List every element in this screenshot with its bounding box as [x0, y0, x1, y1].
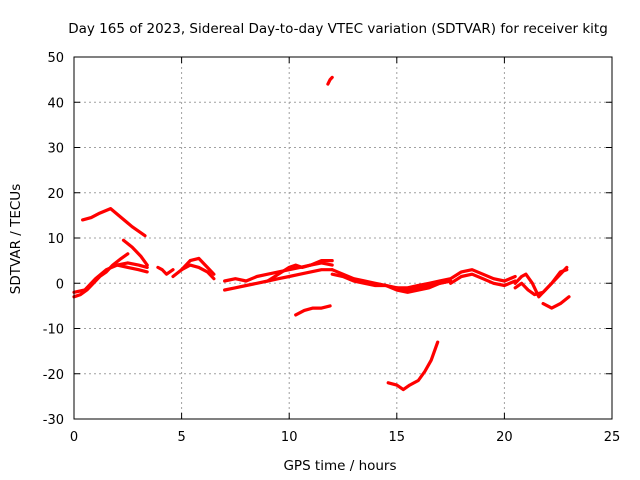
series-arc-7 — [171, 256, 216, 279]
x-tick-label: 25 — [604, 430, 621, 445]
series-arc-19 — [513, 268, 569, 297]
x-tick-label: 20 — [496, 430, 513, 445]
series-arc-12 — [294, 304, 332, 317]
y-tick-label: 40 — [47, 96, 64, 111]
y-tick-label: 10 — [47, 232, 64, 247]
series-arc-1 — [80, 207, 147, 238]
y-tick-label: 50 — [47, 51, 64, 66]
series-arc-13 — [326, 75, 334, 86]
series-arc-5 — [115, 263, 149, 274]
series-arc-15 — [330, 272, 453, 294]
series-arc-6 — [156, 265, 175, 276]
x-tick-label: 10 — [281, 430, 298, 445]
series-arc-8 — [180, 263, 216, 281]
x-tick-label: 15 — [389, 430, 406, 445]
data-traces — [72, 75, 571, 392]
series-arc-21 — [386, 340, 440, 392]
chart-title: Day 165 of 2023, Sidereal Day-to-day VTE… — [68, 21, 608, 37]
y-tick-label: 0 — [56, 277, 64, 292]
series-arc-20 — [541, 295, 571, 310]
y-tick-label: 20 — [47, 187, 64, 202]
y-tick-label: -10 — [43, 323, 64, 338]
x-tick-label: 5 — [177, 430, 185, 445]
x-axis-label: GPS time / hours — [283, 458, 396, 474]
y-axis-label: SDTVAR / TECUs — [8, 184, 24, 294]
series-arc-3 — [72, 261, 149, 294]
y-tick-label: -20 — [43, 368, 64, 383]
axis-ticks: 0 5 10 15 20 25 -30 -20 -10 0 10 20 30 40 50 — [43, 51, 621, 445]
y-tick-label: -30 — [43, 413, 64, 428]
series-arc-17 — [449, 272, 517, 288]
series-arc-10 — [223, 268, 334, 292]
series-arc-4 — [121, 238, 149, 267]
y-tick-label: 30 — [47, 142, 64, 157]
series-arc-11 — [266, 259, 334, 283]
series-arc-16 — [395, 268, 517, 290]
grid-lines — [74, 57, 612, 419]
x-tick-label: 0 — [70, 430, 78, 445]
